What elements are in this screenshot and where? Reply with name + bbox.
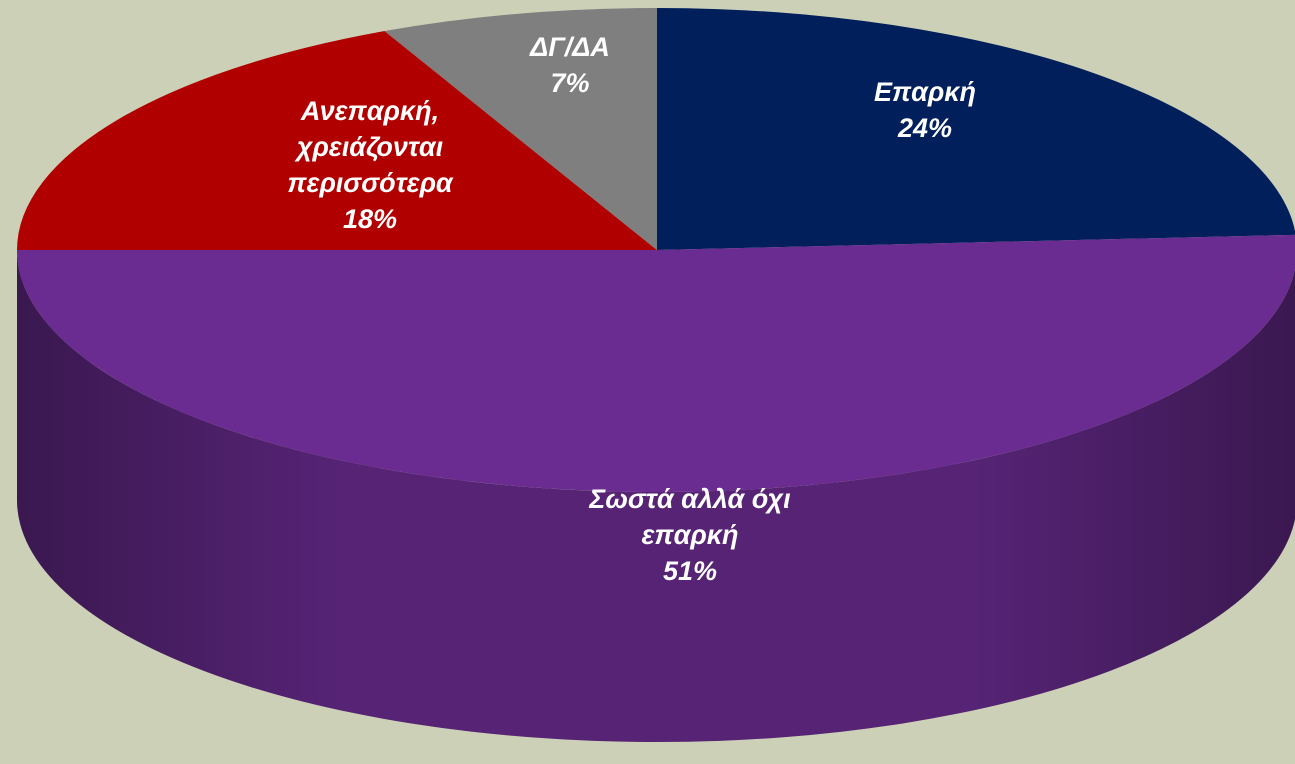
data-label: Σωστά αλλά όχι επαρκή 51%: [550, 481, 830, 589]
data-label: Ανεπαρκή, χρειάζονται περισσότερα 18%: [250, 93, 490, 237]
slice: [17, 234, 1295, 492]
label-value: 7%: [550, 68, 590, 98]
label-value: 24%: [897, 113, 953, 143]
data-label: ΔΓ/ΔΑ 7%: [500, 29, 640, 101]
label-value: 18%: [342, 204, 398, 234]
slice: [17, 31, 657, 250]
data-label: Επαρκή 24%: [815, 74, 1035, 146]
label-name: Επαρκή: [873, 77, 977, 107]
label-name: ΔΓ/ΔΑ: [530, 32, 610, 62]
slice: [657, 8, 1295, 250]
label-value: 51%: [662, 556, 718, 586]
label-name: Σωστά αλλά όχι επαρκή: [589, 484, 791, 550]
side-shade: [17, 250, 1295, 742]
label-name: Ανεπαρκή, χρειάζονται περισσότερα: [287, 96, 453, 198]
slice: [384, 8, 657, 250]
